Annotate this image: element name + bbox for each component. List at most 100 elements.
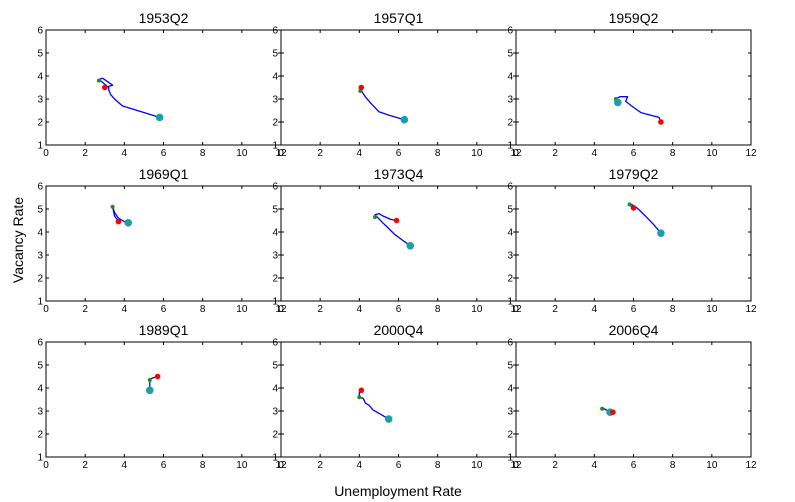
end-point-marker — [358, 84, 365, 91]
y-tick-label: 2 — [272, 274, 278, 285]
series-line — [358, 389, 390, 420]
x-tick-label: 4 — [592, 460, 598, 471]
start-point-marker — [406, 242, 415, 250]
y-tick-label: 2 — [37, 274, 43, 285]
x-tick-label: 10 — [471, 460, 483, 471]
axes-box — [515, 341, 752, 458]
x-tick-label: 4 — [592, 304, 598, 315]
end-point-marker — [393, 217, 400, 224]
y-tick-label: 4 — [507, 228, 513, 239]
start-point-marker — [657, 229, 665, 237]
y-tick-label: 4 — [507, 72, 513, 83]
y-tick-label: 2 — [37, 430, 43, 441]
y-tick-label: 3 — [37, 95, 43, 106]
end-point-marker — [630, 205, 637, 211]
y-tick-label: 2 — [507, 274, 513, 285]
series-line — [374, 212, 411, 247]
y-tick-label: 1 — [37, 453, 43, 464]
x-tick-label: 10 — [471, 148, 483, 159]
x-tick-label: 12 — [745, 460, 757, 471]
series-line — [615, 96, 662, 123]
axes-box — [515, 185, 752, 302]
y-tick-label: 1 — [272, 453, 278, 464]
x-tick-label: 12 — [510, 460, 522, 471]
y-tick-label: 5 — [37, 361, 43, 372]
x-tick-label: 0 — [513, 460, 519, 471]
panel-title: 1957Q1 — [374, 10, 424, 26]
end-point-marker — [358, 387, 365, 394]
y-tick-label: 6 — [272, 338, 278, 349]
x-tick-label: 10 — [471, 304, 483, 315]
x-tick-label: 6 — [396, 304, 402, 315]
x-tick-label: 12 — [745, 148, 757, 159]
end-point-marker — [658, 119, 664, 125]
x-tick-label: 0 — [513, 304, 519, 315]
y-tick-label: 5 — [37, 49, 43, 60]
mid-point-marker — [600, 406, 605, 411]
y-tick-label: 3 — [272, 95, 278, 106]
y-tick-label: 6 — [37, 26, 43, 37]
y-tick-label: 1 — [37, 141, 43, 152]
x-tick-label: 8 — [200, 460, 206, 471]
y-tick-label: 2 — [37, 118, 43, 129]
y-tick-label: 4 — [37, 228, 43, 239]
x-tick-label: 6 — [161, 148, 167, 159]
series-line — [98, 77, 160, 119]
y-tick-label: 5 — [507, 49, 513, 60]
y-tick-label: 3 — [507, 95, 513, 106]
x-tick-label: 8 — [435, 148, 441, 159]
x-tick-label: 2 — [552, 460, 558, 471]
y-tick-label: 3 — [272, 407, 278, 418]
x-tick-label: 10 — [236, 460, 248, 471]
panel-title: 1989Q1 — [139, 322, 189, 338]
x-tick-label: 4 — [357, 460, 363, 471]
axes-box — [280, 29, 517, 146]
start-point-marker — [155, 113, 164, 122]
x-tick-label: 8 — [200, 304, 206, 315]
y-tick-label: 6 — [272, 26, 278, 37]
x-tick-label: 8 — [435, 460, 441, 471]
x-tick-label: 4 — [122, 304, 128, 315]
y-tick-label: 6 — [507, 338, 513, 349]
x-tick-label: 0 — [278, 304, 284, 315]
x-tick-label: 12 — [510, 304, 522, 315]
mid-point-marker — [373, 215, 377, 220]
end-point-marker — [115, 218, 122, 225]
mid-point-marker — [357, 395, 362, 400]
x-tick-label: 6 — [161, 304, 167, 315]
start-point-marker — [124, 219, 133, 227]
x-axis-label: Unemployment Rate — [334, 483, 462, 499]
x-tick-label: 8 — [670, 148, 676, 159]
panel-title: 2006Q4 — [609, 322, 659, 338]
series-line — [111, 206, 129, 224]
panel-title: 1953Q2 — [139, 10, 189, 26]
x-tick-label: 2 — [552, 304, 558, 315]
axes-box — [45, 341, 282, 458]
start-point-marker — [614, 98, 622, 107]
x-tick-label: 12 — [275, 460, 287, 471]
y-tick-label: 2 — [507, 118, 513, 129]
y-tick-label: 5 — [272, 361, 278, 372]
end-point-marker — [101, 84, 108, 91]
axes-box — [280, 185, 517, 302]
x-tick-label: 2 — [552, 148, 558, 159]
x-tick-label: 4 — [592, 148, 598, 159]
y-tick-label: 1 — [272, 141, 278, 152]
panel-title: 1959Q2 — [609, 10, 659, 26]
y-tick-label: 5 — [507, 361, 513, 372]
x-tick-label: 0 — [513, 148, 519, 159]
axes-box — [515, 29, 752, 146]
y-tick-label: 2 — [507, 430, 513, 441]
start-point-marker — [384, 415, 393, 423]
x-tick-label: 8 — [435, 304, 441, 315]
panel-title: 2000Q4 — [374, 322, 424, 338]
y-tick-label: 6 — [37, 338, 43, 349]
